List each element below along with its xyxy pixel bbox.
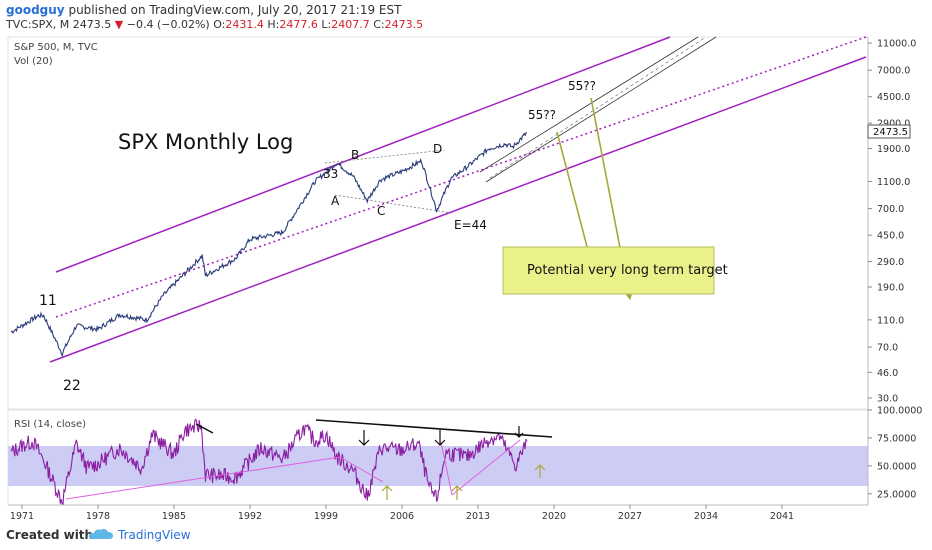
wave-label-33: 33 bbox=[323, 167, 338, 181]
rsi-trendlines bbox=[65, 419, 553, 500]
time-tick-label: 1992 bbox=[238, 511, 262, 522]
created-with-label: Created with bbox=[6, 528, 94, 542]
target-box bbox=[502, 246, 715, 295]
chart-legend-vol: Vol (20) bbox=[14, 56, 53, 67]
time-tick-label: 2027 bbox=[618, 511, 642, 522]
target-arrow-1 bbox=[556, 131, 595, 265]
high-label: H: bbox=[267, 18, 280, 31]
target-box-label: Potential very long term target bbox=[527, 263, 728, 278]
price-badge: 2473.5 bbox=[867, 124, 911, 139]
price-tick-label: 1900.0 bbox=[877, 144, 910, 155]
price-tick-label: 2900.0 bbox=[877, 119, 910, 130]
price-axis[interactable]: 11000.0 7000.0 4500.0 2900.0 1900.0 1100.0 700… bbox=[868, 39, 916, 405]
price-tick-label: 290.0 bbox=[877, 257, 904, 268]
abcde-lines bbox=[324, 149, 453, 214]
open-value: 2431.4 bbox=[225, 18, 264, 31]
time-tick-label: 2041 bbox=[770, 511, 794, 522]
low-value: 2407.7 bbox=[331, 18, 370, 31]
price-series bbox=[10, 132, 528, 358]
time-axis[interactable]: 1971 1978 1985 1992 1999 2006 2013 2020 2027 2034… bbox=[10, 505, 794, 522]
time-tick-label: 2020 bbox=[542, 511, 566, 522]
price-tick-label: 700.0 bbox=[877, 204, 904, 215]
author-name[interactable]: goodguy bbox=[6, 3, 65, 17]
price-tick-label: 1100.0 bbox=[877, 177, 910, 188]
wave-label-d: D bbox=[433, 142, 442, 156]
symbol-header: TVC:SPX, M 2473.5 ▼ −0.4 (−0.02%) O:2431… bbox=[6, 18, 423, 31]
last-price: 2473.5 bbox=[72, 18, 112, 31]
close-label: C: bbox=[373, 18, 385, 31]
price-tick-label: 70.0 bbox=[877, 343, 898, 354]
wave-label-55-b: 55?? bbox=[568, 79, 596, 93]
wave-label-55-a: 55?? bbox=[528, 108, 556, 122]
rsi-tick-label: 100.0000 bbox=[877, 406, 922, 417]
channel-lower bbox=[49, 56, 867, 363]
price-chart[interactable]: Potential very long term target S&P 500,… bbox=[0, 32, 932, 522]
high-value: 2477.6 bbox=[279, 18, 318, 31]
low-label: L: bbox=[321, 18, 332, 31]
wedge-lower bbox=[485, 36, 717, 183]
time-tick-label: 2013 bbox=[466, 511, 490, 522]
price-tick-label: 46.0 bbox=[877, 368, 898, 379]
rsi-series bbox=[10, 418, 528, 505]
time-tick-label: 2034 bbox=[694, 511, 718, 522]
price-tick-label: 110.0 bbox=[877, 315, 904, 326]
footer: Created with TradingView bbox=[0, 522, 932, 550]
open-label: O: bbox=[213, 18, 226, 31]
rsi-band bbox=[8, 446, 868, 486]
time-tick-label: 1985 bbox=[162, 511, 186, 522]
down-arrow-icon: ▼ bbox=[114, 18, 124, 31]
close-value: 2473.5 bbox=[384, 18, 424, 31]
wave-label-a: A bbox=[331, 194, 340, 208]
tradingview-brand[interactable]: TradingView bbox=[118, 528, 191, 542]
rsi-pane bbox=[7, 409, 869, 506]
time-tick-label: 1999 bbox=[314, 511, 338, 522]
wave-label-b: B bbox=[351, 148, 359, 162]
price-tick-label: 190.0 bbox=[877, 283, 904, 294]
wedge-mid bbox=[489, 36, 707, 179]
tradingview-cloud-icon bbox=[88, 528, 113, 539]
price-tick-label: 30.0 bbox=[877, 394, 898, 405]
channel-upper bbox=[55, 36, 671, 273]
rsi-legend: RSI (14, close) bbox=[14, 419, 86, 430]
price-pane bbox=[7, 36, 869, 410]
rsi-tick-label: 25.0000 bbox=[877, 489, 916, 500]
wave-label-e44: E=44 bbox=[454, 218, 487, 232]
wave-label-11: 11 bbox=[39, 293, 57, 309]
price-tick-label: 4500.0 bbox=[877, 92, 910, 103]
wave-label-c: C bbox=[377, 204, 385, 218]
publish-info: published on TradingView.com, July 20, 2… bbox=[68, 3, 402, 17]
price-tick-label: 450.0 bbox=[877, 231, 904, 242]
wave-label-22: 22 bbox=[63, 378, 81, 394]
time-tick-label: 1971 bbox=[10, 511, 34, 522]
time-tick-label: 1978 bbox=[86, 511, 110, 522]
publish-header: goodguy published on TradingView.com, Ju… bbox=[6, 3, 401, 17]
chart-legend-main: S&P 500, M, TVC bbox=[14, 42, 98, 53]
price-badge-value: 2473.5 bbox=[873, 127, 908, 138]
price-tick-label: 7000.0 bbox=[877, 66, 910, 77]
wedge-upper bbox=[479, 36, 699, 173]
rsi-axis[interactable]: 100.0000 75.0000 50.0000 25.0000 bbox=[868, 406, 922, 501]
symbol: TVC:SPX, M bbox=[6, 18, 70, 31]
rsi-tick-label: 75.0000 bbox=[877, 433, 916, 444]
price-tick-label: 11000.0 bbox=[877, 39, 916, 50]
chart-title: SPX Monthly Log bbox=[118, 130, 293, 154]
price-change: −0.4 (−0.02%) bbox=[126, 18, 210, 31]
rsi-tick-label: 50.0000 bbox=[877, 461, 916, 472]
time-tick-label: 2006 bbox=[390, 511, 414, 522]
rsi-arrows bbox=[358, 426, 546, 500]
